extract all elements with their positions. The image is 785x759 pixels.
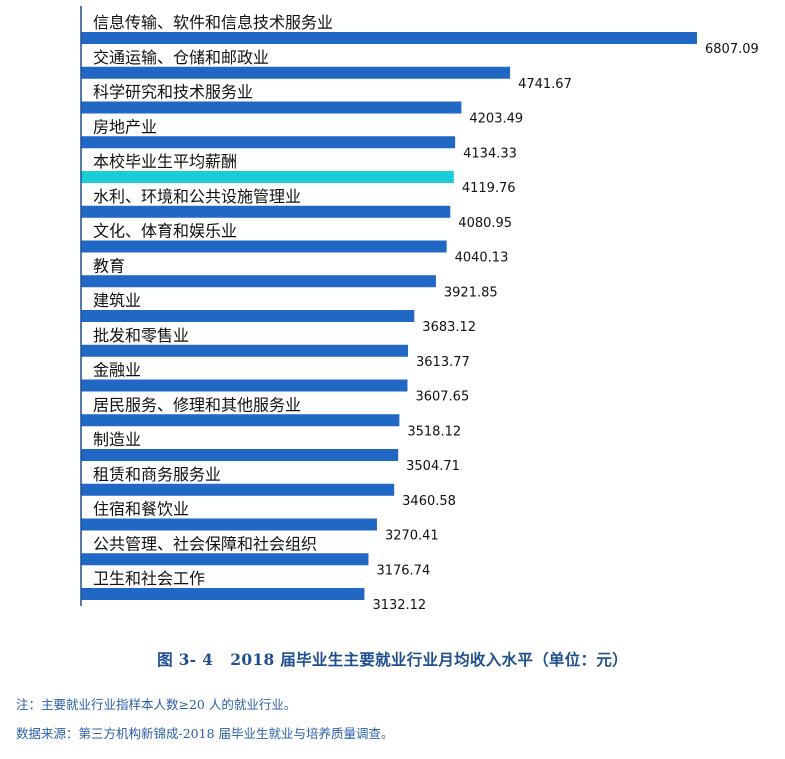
- value-label: 3607.65: [415, 390, 469, 405]
- bar-chart: 信息传输、软件和信息技术服务业 6807.09 交通运输、仓储和邮政业 4741.67…: [80, 6, 759, 613]
- bar-highlight: [81, 171, 454, 183]
- category-label: 本校毕业生平均薪酬: [93, 152, 237, 171]
- value-label: 4040.13: [455, 251, 509, 266]
- value-label: 4119.76: [462, 181, 516, 196]
- category-label: 交通运输、仓储和邮政业: [93, 48, 269, 67]
- bar: [81, 101, 462, 114]
- value-label: 3518.12: [407, 424, 461, 439]
- bar: [81, 205, 451, 218]
- category-label: 房地产业: [93, 117, 157, 136]
- category-label: 公共管理、社会保障和社会组织: [93, 534, 317, 553]
- value-label: 3921.85: [444, 285, 498, 300]
- value-label: 4134.33: [463, 146, 517, 161]
- figure-caption: 图 3- 4 2018 届毕业生主要就业行业月均收入水平（单位：元）: [0, 648, 785, 670]
- category-label: 居民服务、修理和其他服务业: [93, 395, 301, 414]
- bar: [81, 66, 511, 79]
- value-label: 3683.12: [422, 320, 476, 335]
- category-label: 制造业: [93, 430, 141, 449]
- category-label: 教育: [93, 256, 125, 275]
- category-label: 文化、体育和娱乐业: [93, 222, 237, 241]
- figure-number: 图 3- 4: [157, 650, 214, 669]
- value-label: 3613.77: [416, 355, 470, 370]
- value-label: 6807.09: [705, 42, 759, 57]
- bar: [81, 553, 369, 566]
- value-label: 3270.41: [385, 529, 439, 544]
- bar: [81, 518, 377, 531]
- category-label: 水利、环境和公共设施管理业: [93, 187, 301, 206]
- bar: [81, 136, 456, 149]
- data-source-note: 数据来源：第三方机构新锦成-2018 届毕业生就业与培养质量调查。: [16, 726, 394, 741]
- category-label: 租赁和商务服务业: [93, 465, 221, 484]
- value-label: 3132.12: [372, 598, 426, 613]
- category-label: 金融业: [93, 361, 141, 380]
- bar: [81, 379, 408, 392]
- category-label: 卫生和社会工作: [93, 569, 205, 588]
- bar: [81, 483, 395, 496]
- value-label: 3460.58: [402, 494, 456, 509]
- category-label: 批发和零售业: [93, 326, 189, 345]
- value-label: 4203.49: [469, 112, 523, 127]
- figure-title: 2018 届毕业生主要就业行业月均收入水平（单位：元）: [230, 650, 628, 669]
- bar: [81, 32, 697, 44]
- bar: [81, 275, 436, 288]
- bar: [81, 240, 447, 253]
- value-label: 4080.95: [458, 216, 512, 231]
- value-label: 4741.67: [518, 77, 572, 92]
- bar: [81, 344, 409, 357]
- bar: [81, 588, 365, 600]
- bar: [81, 310, 415, 322]
- category-label: 建筑业: [93, 291, 141, 310]
- bar: [81, 449, 399, 461]
- value-label: 3504.71: [406, 459, 460, 474]
- category-label: 信息传输、软件和信息技术服务业: [93, 13, 333, 32]
- category-label: 科学研究和技术服务业: [93, 83, 253, 102]
- value-label: 3176.74: [376, 563, 430, 578]
- footnote: 注：主要就业行业指样本人数≥20 人的就业行业。: [16, 697, 297, 712]
- category-label: 住宿和餐饮业: [93, 500, 189, 519]
- bar: [81, 414, 400, 427]
